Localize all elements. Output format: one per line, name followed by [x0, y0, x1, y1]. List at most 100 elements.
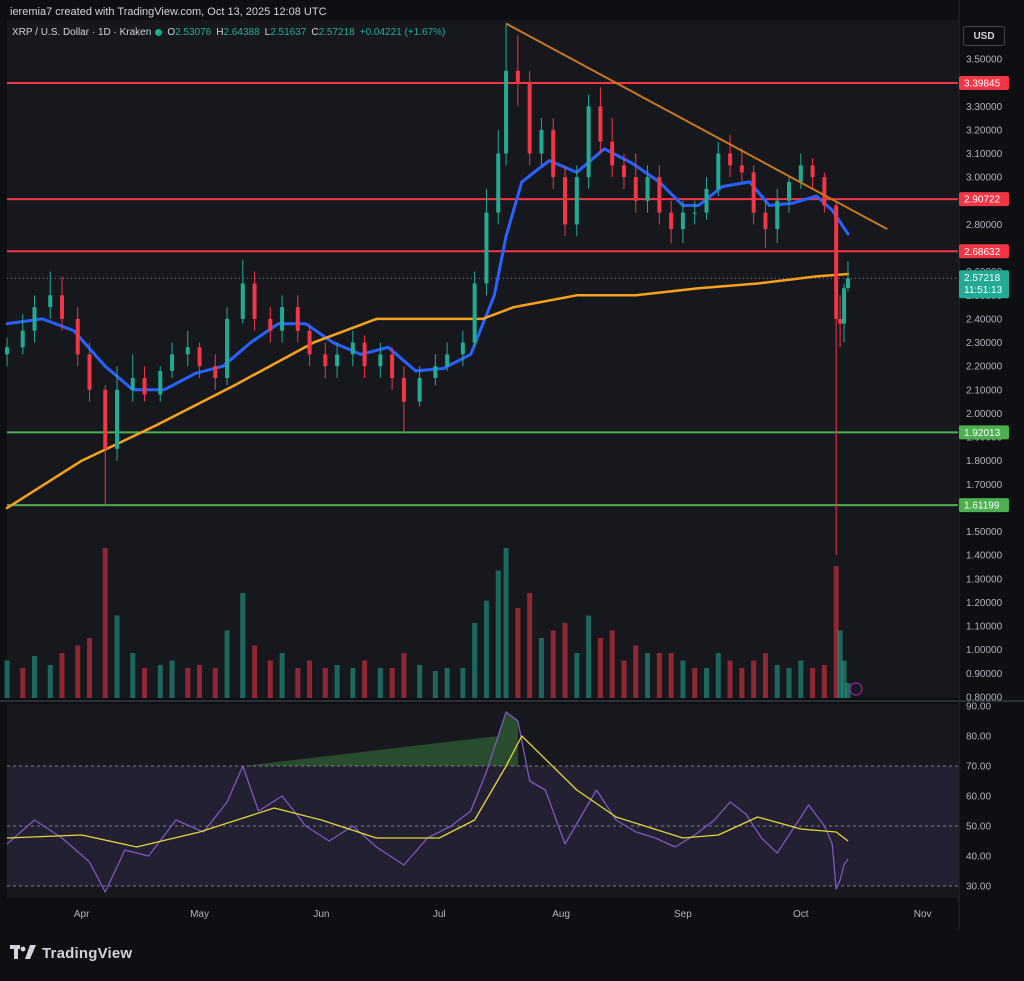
volume-bar [362, 660, 368, 698]
volume-bar [460, 668, 466, 698]
volume-bar [252, 645, 258, 698]
volume-bar [841, 660, 847, 698]
price-tick-label: 0.90000 [966, 669, 1003, 680]
trendline[interactable] [505, 22, 888, 231]
candle [335, 354, 340, 367]
volume-bar [562, 623, 568, 698]
candle [610, 141, 615, 166]
candle [496, 153, 501, 213]
symbol-name[interactable]: XRP / U.S. Dollar · 1D · Kraken [12, 27, 152, 38]
change-value: +0.04221 (+1.67%) [359, 27, 446, 38]
volume-bar [821, 665, 827, 698]
price-tick-label: 1.20000 [966, 598, 1003, 609]
volume-bar [47, 665, 53, 698]
volume-bar [224, 630, 230, 698]
symbol-legend: XRP / U.S. Dollar · 1D · Kraken O2.53076 H… [12, 27, 450, 38]
candle [350, 342, 355, 355]
price-tick-label: 1.00000 [966, 645, 1003, 656]
volume-bar [114, 615, 120, 698]
volume-bar [833, 566, 839, 698]
volume-bar [515, 608, 521, 698]
volume-bar [692, 668, 698, 698]
rsi-tick-label: 50.00 [966, 822, 991, 833]
alert-icon[interactable] [849, 682, 863, 696]
volume-bar [197, 665, 203, 698]
candle [504, 70, 509, 154]
candle [775, 200, 780, 230]
volume-bar [240, 593, 246, 698]
level-price-label: 2.90722 [964, 195, 1001, 206]
candle [515, 70, 520, 83]
candle [692, 212, 697, 214]
candle [252, 283, 257, 319]
candle [574, 177, 579, 225]
volume-bar [574, 653, 580, 698]
price-tick-label: 1.80000 [966, 456, 1003, 467]
candle [433, 366, 438, 378]
volume-bar [609, 630, 615, 698]
rsi-tick-label: 90.00 [966, 702, 991, 713]
candle [87, 354, 92, 390]
volume-bar [586, 615, 592, 698]
candle [20, 330, 25, 348]
candle [60, 295, 65, 319]
candle [834, 205, 839, 319]
time-axis-label: Jul [433, 909, 446, 920]
level-price-label: 1.61199 [964, 501, 1000, 512]
candle [621, 165, 626, 178]
currency-button[interactable]: USD [963, 26, 1005, 46]
volume-bar [444, 668, 450, 698]
volume-bar [307, 660, 313, 698]
volume-bar [798, 660, 804, 698]
candle [48, 295, 53, 308]
candle [645, 177, 650, 201]
brand: TradingView [10, 943, 132, 963]
candle [103, 389, 108, 449]
candle [225, 318, 230, 378]
rsi-tick-label: 70.00 [966, 762, 991, 773]
candle [417, 378, 422, 402]
candle [657, 177, 662, 213]
volume-bar [645, 653, 651, 698]
time-axis-label: Apr [74, 909, 90, 920]
volume-bar [432, 671, 438, 698]
candle [810, 165, 815, 178]
candle [323, 354, 328, 367]
candle [158, 370, 163, 395]
candle [362, 342, 367, 367]
candle [822, 177, 827, 206]
candle [763, 212, 768, 230]
volume-bar [267, 660, 273, 698]
brand-name: TradingView [42, 944, 133, 962]
volume-bar [185, 668, 191, 698]
candle [539, 129, 544, 154]
volume-bar [4, 660, 10, 698]
rsi-tick-label: 30.00 [966, 882, 991, 893]
rsi-pane[interactable] [7, 704, 958, 898]
candle [378, 354, 383, 367]
candle [185, 347, 190, 355]
candle [197, 347, 202, 367]
candle [586, 106, 591, 178]
volume-bar [786, 668, 792, 698]
candle [551, 129, 556, 178]
volume-bar [334, 665, 340, 698]
candle [240, 283, 245, 319]
price-tick-label: 2.00000 [966, 409, 1003, 420]
candle [142, 378, 147, 395]
time-axis-label: Oct [793, 909, 809, 920]
volume-bar [322, 668, 328, 698]
tradingview-logo-icon [10, 945, 36, 961]
candle [390, 354, 395, 378]
ma-slow-line [5, 272, 850, 510]
volume-bar [762, 653, 768, 698]
price-tick-label: 1.30000 [966, 574, 1003, 585]
volume-bar [295, 668, 301, 698]
price-tick-label: 2.30000 [966, 338, 1003, 349]
time-axis-label: Sep [674, 909, 692, 920]
candle [5, 347, 9, 355]
price-pane[interactable] [7, 20, 958, 698]
volume-bar [401, 653, 407, 698]
